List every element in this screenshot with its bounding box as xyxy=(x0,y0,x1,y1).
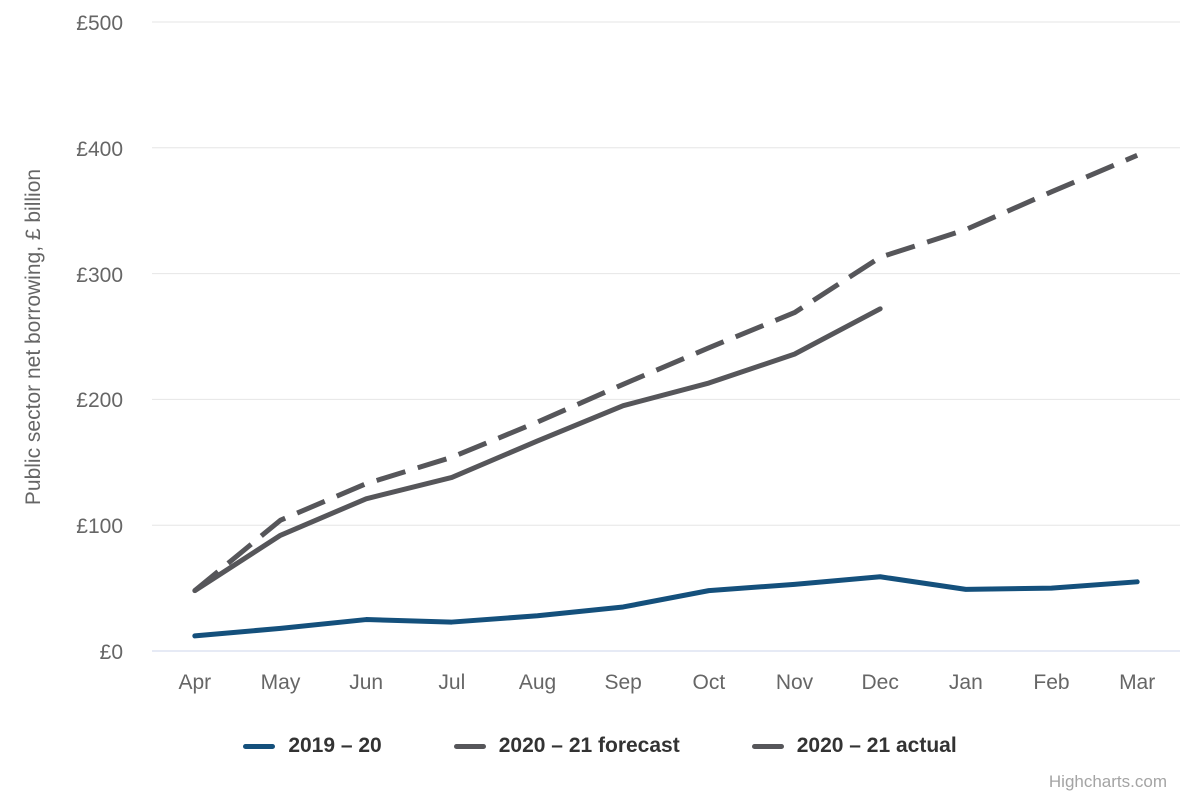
legend-label-2020-21-actual: 2020 – 21 actual xyxy=(796,734,957,757)
legend-marker-2019-20 xyxy=(243,743,276,749)
y-tick-label-200: £200 xyxy=(76,389,123,413)
legend-label-2019-20: 2019 – 20 xyxy=(288,734,382,757)
x-tick-label-oct: Oct xyxy=(692,671,726,694)
highcharts-credits-link[interactable]: Highcharts.com xyxy=(1048,772,1167,791)
x-tick-label-apr: Apr xyxy=(178,671,212,694)
y-tick-label-500: £500 xyxy=(76,12,123,35)
x-tick-label-dec: Dec xyxy=(861,671,899,694)
legend-item-2020-21-forecast[interactable]: 2020 – 21 forecast xyxy=(453,734,680,758)
legend-label-2020-21-forecast: 2020 – 21 forecast xyxy=(498,734,680,757)
series-line-2020-21-actual[interactable] xyxy=(192,306,883,594)
x-tick-label-sep: Sep xyxy=(604,671,642,694)
y-tick-label-100: £100 xyxy=(76,515,123,539)
x-tick-label-aug: Aug xyxy=(518,671,557,694)
x-tick-label-feb: Feb xyxy=(1033,671,1070,694)
x-tick-label-jun: Jun xyxy=(349,671,384,694)
x-tick-label-may: May xyxy=(260,671,301,694)
y-axis-title: Public sector net borrowing, £ billion xyxy=(22,168,45,506)
legend: 2019 – 20 2020 – 21 forecast 2020 – 21 act… xyxy=(0,730,1200,762)
x-tick-label-nov: Nov xyxy=(775,671,814,694)
y-tick-label-0: £0 xyxy=(99,641,123,664)
series-lines xyxy=(192,153,1140,639)
legend-marker-2020-21-actual xyxy=(751,743,784,749)
x-tick-label-jul: Jul xyxy=(438,671,466,694)
legend-item-2019-20[interactable]: 2019 – 20 xyxy=(243,734,382,758)
y-tick-label-400: £400 xyxy=(76,137,123,161)
gridlines xyxy=(152,21,1180,652)
y-tick-label-300: £300 xyxy=(76,263,123,287)
x-tick-label-jan: Jan xyxy=(948,671,983,694)
series-line-2020-21-forecast[interactable] xyxy=(193,153,1139,593)
legend-item-2020-21-actual[interactable]: 2020 – 21 actual xyxy=(751,734,957,758)
x-tick-label-mar: Mar xyxy=(1119,671,1156,694)
series-line-2019-20[interactable] xyxy=(192,574,1140,639)
legend-marker-2020-21-forecast xyxy=(453,743,486,749)
